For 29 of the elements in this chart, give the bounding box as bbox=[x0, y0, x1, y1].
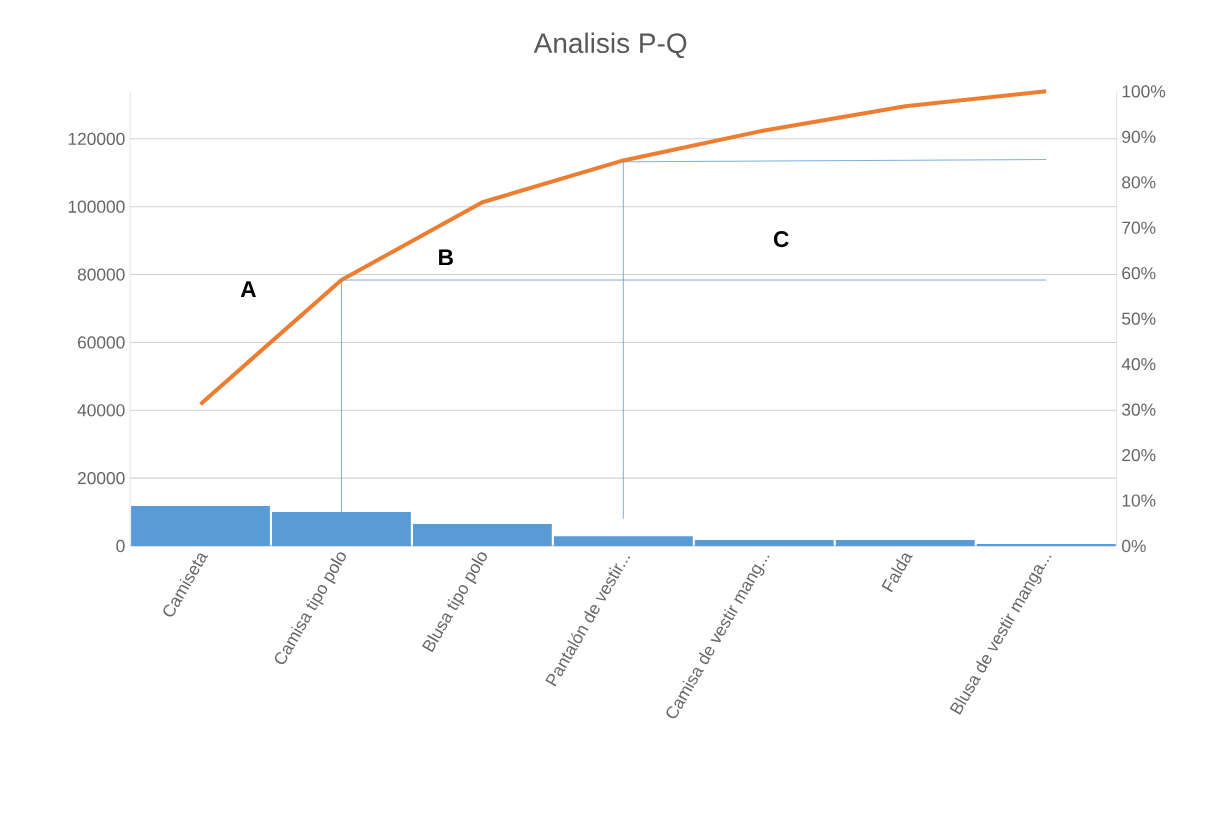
chart-title: Analisis P-Q bbox=[533, 32, 687, 59]
annotation: B bbox=[439, 249, 453, 266]
annotation: C bbox=[773, 231, 789, 248]
y-tick-label: 20000 bbox=[77, 472, 125, 485]
y2-tick-label: 100% bbox=[1122, 85, 1166, 98]
y-tick-label: 60000 bbox=[77, 336, 125, 349]
y2-tick-label: 70% bbox=[1122, 221, 1156, 234]
y2-tick-label: 0% bbox=[1122, 539, 1146, 553]
line-series bbox=[198, 89, 1049, 407]
y2-tick-label: 10% bbox=[1122, 494, 1156, 507]
bar bbox=[976, 543, 1116, 546]
y2-tick-label: 40% bbox=[1121, 357, 1156, 371]
y2-tick-label: 50% bbox=[1122, 312, 1156, 325]
bar bbox=[412, 523, 552, 546]
y-tick-label: 80000 bbox=[77, 268, 125, 281]
y-tick-label: 120000 bbox=[68, 132, 125, 145]
bar bbox=[835, 539, 975, 546]
bar bbox=[553, 536, 693, 546]
y2-tick-label: 30% bbox=[1122, 403, 1156, 416]
y2-tick-label: 20% bbox=[1122, 448, 1156, 462]
y2-tick-label: 90% bbox=[1122, 130, 1156, 143]
bar bbox=[131, 505, 270, 546]
y-tick-label: 0 bbox=[116, 539, 125, 553]
y2-tick-label: 60% bbox=[1122, 267, 1156, 280]
y-tick-label: 100000 bbox=[68, 200, 125, 213]
y2-tick-label: 80% bbox=[1122, 176, 1156, 189]
annotation: A bbox=[240, 281, 256, 297]
bar bbox=[694, 539, 834, 546]
y-tick-label: 40000 bbox=[77, 404, 125, 417]
